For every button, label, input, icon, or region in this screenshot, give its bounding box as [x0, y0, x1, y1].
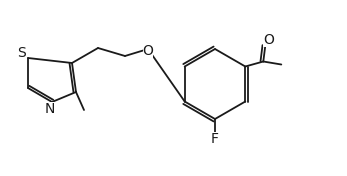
Text: F: F — [211, 132, 219, 146]
Text: O: O — [143, 44, 153, 58]
Text: N: N — [45, 102, 55, 116]
Text: O: O — [263, 33, 274, 46]
Text: S: S — [18, 46, 26, 60]
